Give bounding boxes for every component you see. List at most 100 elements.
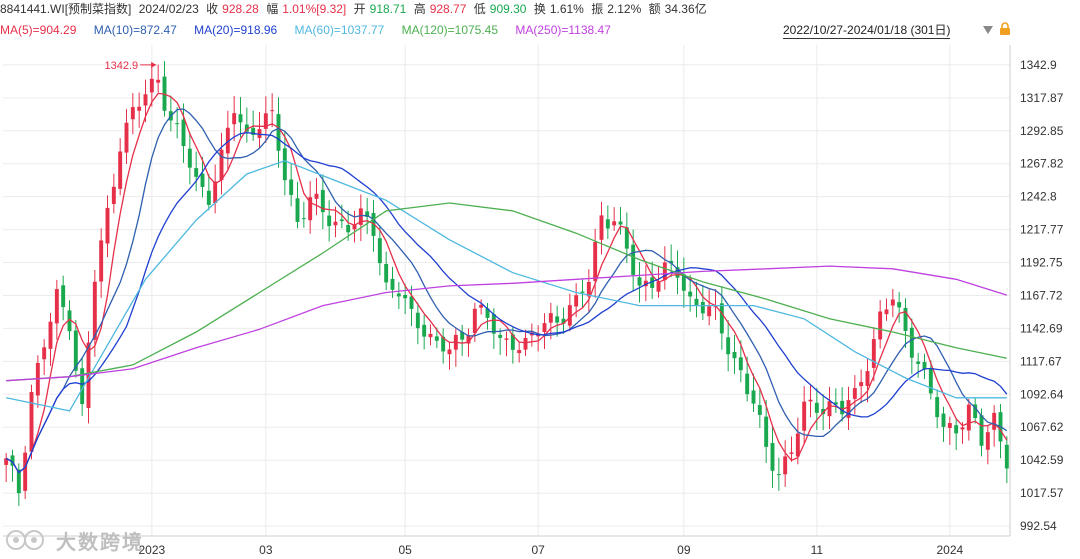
- candle-body: [688, 291, 693, 297]
- watermark-text: 大数跨境: [56, 531, 144, 554]
- candle-body: [86, 342, 91, 409]
- candle-body: [149, 78, 154, 93]
- candle-body: [884, 309, 889, 315]
- candle-body: [707, 306, 712, 317]
- open-value: 918.71: [369, 2, 407, 16]
- amount-label: 额: [648, 2, 661, 16]
- candle-body: [257, 129, 262, 139]
- ma-line: [5, 108, 1008, 474]
- candles: [4, 61, 1009, 506]
- x-tick-label: 05: [398, 543, 412, 557]
- candle-body: [650, 277, 655, 288]
- candle-body: [574, 295, 579, 307]
- ma-legend-item[interactable]: MA(60)=1037.77: [294, 23, 385, 37]
- candle-body: [4, 458, 9, 465]
- candle-body: [479, 304, 484, 308]
- candle-body: [422, 324, 427, 337]
- y-tick-label: 1292.85: [1020, 124, 1064, 138]
- candle-body: [16, 469, 21, 494]
- ma-line: [5, 132, 1008, 474]
- candle-body: [662, 262, 667, 281]
- candle-body: [700, 301, 705, 314]
- candle-body: [751, 390, 756, 404]
- candle-body: [814, 402, 819, 413]
- candle-body: [403, 294, 408, 299]
- close-value: 928.28: [222, 2, 259, 16]
- candle-body: [909, 327, 914, 358]
- candle-body: [289, 179, 294, 195]
- candle-body: [871, 339, 876, 368]
- candle-body: [928, 368, 933, 394]
- candle-body: [1004, 444, 1009, 469]
- candle-body: [485, 308, 490, 318]
- candle-body: [935, 397, 940, 418]
- candle-body: [903, 307, 908, 331]
- candle-body: [542, 323, 547, 333]
- grid-lines: [3, 45, 1011, 537]
- candle-body: [143, 94, 148, 106]
- candle-body: [54, 289, 59, 324]
- candle-body: [643, 280, 648, 287]
- candle-body: [992, 412, 997, 430]
- candle-body: [897, 302, 902, 308]
- candle-body: [194, 168, 199, 177]
- candle-body: [738, 357, 743, 371]
- candle-body: [770, 443, 775, 471]
- candle-body: [111, 186, 116, 205]
- candle-body: [783, 456, 788, 475]
- candle-body: [789, 452, 794, 454]
- candle-body: [916, 361, 921, 364]
- candle-body: [67, 310, 72, 332]
- candle-body: [118, 151, 123, 189]
- candle-body: [137, 106, 142, 111]
- ma-legend-item[interactable]: MA(120)=1075.45: [401, 23, 499, 37]
- candle-body: [890, 299, 895, 306]
- ma-legend-item[interactable]: MA(20)=918.96: [194, 23, 278, 37]
- lock-icon[interactable]: [999, 22, 1011, 36]
- candle-body: [441, 336, 446, 352]
- close-label: 收: [206, 2, 219, 16]
- candle-body: [409, 296, 414, 309]
- ma-lines: [5, 92, 1008, 474]
- candle-body: [206, 190, 211, 205]
- candle-body: [593, 241, 598, 281]
- ma-legend-item[interactable]: MA(10)=872.47: [93, 23, 177, 37]
- candle-body: [852, 388, 857, 399]
- candle-body: [833, 402, 838, 405]
- candle-body: [251, 127, 256, 135]
- candle-body: [23, 452, 28, 491]
- candle-body: [352, 224, 357, 230]
- candle-body: [225, 127, 230, 154]
- candle-body: [865, 371, 870, 386]
- candle-body: [301, 218, 306, 220]
- amount-value: 34.36亿: [664, 2, 707, 16]
- ma-line: [6, 265, 1007, 382]
- candle-body: [460, 331, 465, 340]
- date-range-selector[interactable]: 2022/10/27-2024/01/18 (301日): [783, 23, 951, 39]
- candle-body: [764, 416, 769, 447]
- ma-legend-item[interactable]: MA(250)=1138.47: [515, 23, 611, 37]
- candle-body: [941, 413, 946, 427]
- candle-body: [922, 362, 927, 370]
- candle-body: [263, 113, 268, 129]
- candle-body: [605, 219, 610, 229]
- candle-body: [238, 114, 243, 123]
- candle-body: [656, 281, 661, 292]
- candle-body: [491, 314, 496, 334]
- y-tick-label: 1267.82: [1020, 157, 1064, 171]
- candle-body: [681, 274, 686, 291]
- ma-legend-item[interactable]: MA(5)=904.29: [0, 23, 77, 37]
- candle-body: [694, 298, 699, 306]
- candle-body: [10, 455, 15, 466]
- candle-body: [618, 221, 623, 225]
- candle-body: [333, 221, 338, 226]
- triangle-down-icon[interactable]: [982, 24, 994, 36]
- candle-body: [80, 368, 85, 405]
- candle-body: [466, 335, 471, 344]
- candle-body: [745, 373, 750, 395]
- candle-body: [358, 208, 363, 225]
- turnover-value: 1.61%: [549, 2, 584, 16]
- candle-body: [232, 113, 237, 125]
- watermark: 大数跨境: [6, 526, 144, 554]
